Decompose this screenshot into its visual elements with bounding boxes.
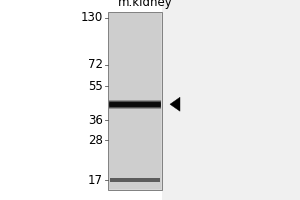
Bar	[110, 178, 160, 182]
Text: m.kidney: m.kidney	[118, 0, 172, 9]
Bar	[109, 105, 161, 108]
Bar	[109, 101, 161, 104]
Polygon shape	[170, 97, 180, 111]
Text: 36: 36	[88, 114, 103, 127]
Bar	[110, 102, 160, 107]
Text: 28: 28	[88, 134, 103, 147]
Bar	[109, 100, 161, 103]
Bar	[109, 103, 161, 106]
Bar	[109, 13, 161, 189]
Bar	[109, 106, 161, 109]
Text: 55: 55	[88, 80, 103, 93]
Text: 17: 17	[88, 174, 103, 187]
Bar	[108, 12, 162, 190]
Text: 72: 72	[88, 58, 103, 71]
Bar	[109, 104, 161, 107]
Text: 130: 130	[81, 11, 103, 24]
Bar	[109, 102, 161, 105]
Bar	[162, 0, 300, 200]
